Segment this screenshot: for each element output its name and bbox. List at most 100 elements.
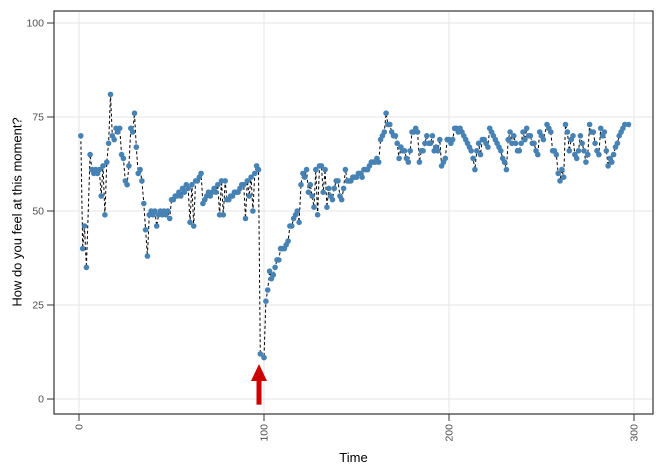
data-point bbox=[153, 223, 160, 229]
x-axis-title: Time bbox=[339, 450, 368, 465]
data-point bbox=[540, 136, 547, 143]
data-point bbox=[407, 148, 414, 154]
data-point bbox=[329, 196, 336, 203]
data-point bbox=[535, 151, 541, 158]
data-point bbox=[592, 140, 598, 147]
data-point bbox=[518, 140, 524, 147]
data-point bbox=[244, 178, 251, 184]
data-point bbox=[610, 151, 617, 158]
data-point bbox=[470, 155, 476, 162]
data-point bbox=[566, 148, 573, 154]
data-point bbox=[324, 204, 330, 210]
data-point bbox=[531, 140, 537, 147]
y-tick-label: 100 bbox=[26, 18, 44, 30]
y-tick-label: 50 bbox=[32, 206, 44, 218]
data-point bbox=[311, 204, 317, 210]
data-point bbox=[309, 193, 315, 199]
data-point bbox=[320, 189, 327, 195]
data-point bbox=[581, 148, 587, 154]
arrow-stem bbox=[256, 379, 262, 405]
data-point bbox=[468, 148, 475, 154]
data-point bbox=[387, 121, 393, 128]
data-point bbox=[144, 253, 151, 259]
data-point bbox=[255, 166, 262, 173]
data-point bbox=[215, 181, 221, 188]
data-point bbox=[314, 212, 321, 218]
data-point bbox=[442, 155, 449, 162]
data-point bbox=[590, 129, 597, 135]
data-point bbox=[78, 133, 84, 139]
data-point bbox=[557, 178, 563, 184]
data-point bbox=[96, 166, 103, 173]
data-point bbox=[338, 196, 345, 203]
data-point bbox=[564, 129, 571, 135]
data-point bbox=[248, 174, 254, 180]
data-point bbox=[579, 140, 585, 147]
data-point bbox=[429, 133, 436, 139]
data-point bbox=[475, 140, 482, 147]
y-tick-label: 75 bbox=[32, 112, 44, 124]
data-point bbox=[102, 212, 108, 218]
data-point bbox=[116, 125, 123, 132]
data-point bbox=[187, 219, 193, 226]
panel-background bbox=[54, 11, 653, 414]
data-point bbox=[394, 140, 401, 147]
data-point bbox=[603, 148, 610, 154]
data-point bbox=[416, 159, 423, 165]
x-tick-label: 100 bbox=[259, 424, 271, 442]
data-point bbox=[198, 170, 204, 177]
data-point bbox=[189, 181, 195, 188]
data-point bbox=[252, 170, 258, 177]
data-point bbox=[472, 166, 478, 173]
data-point bbox=[305, 189, 312, 195]
data-point bbox=[340, 185, 347, 192]
data-point bbox=[246, 193, 252, 199]
data-point bbox=[213, 189, 219, 195]
data-point bbox=[577, 133, 584, 139]
data-point bbox=[585, 151, 591, 158]
data-point bbox=[512, 140, 519, 147]
data-point bbox=[165, 208, 171, 214]
data-point bbox=[560, 174, 567, 180]
data-point bbox=[503, 166, 510, 173]
data-point bbox=[326, 185, 332, 192]
y-tick-label: 25 bbox=[32, 300, 44, 312]
data-point bbox=[392, 133, 399, 139]
data-point bbox=[527, 133, 534, 139]
data-point bbox=[181, 189, 188, 195]
data-point bbox=[507, 129, 513, 135]
data-point bbox=[597, 125, 604, 132]
data-point bbox=[570, 133, 576, 139]
data-point bbox=[474, 148, 480, 154]
data-point bbox=[83, 264, 90, 271]
data-point bbox=[405, 159, 412, 165]
data-point bbox=[261, 354, 267, 361]
data-point bbox=[596, 151, 602, 158]
arrow-head bbox=[251, 364, 268, 382]
data-point bbox=[133, 144, 140, 150]
data-point bbox=[318, 163, 325, 169]
data-point bbox=[250, 208, 256, 214]
data-point bbox=[511, 133, 517, 139]
data-point bbox=[303, 166, 310, 173]
data-point bbox=[383, 110, 389, 116]
data-point bbox=[625, 121, 632, 128]
annotation-arrow bbox=[251, 364, 268, 405]
data-point bbox=[477, 151, 484, 158]
data-point bbox=[573, 155, 580, 162]
data-point bbox=[553, 151, 560, 158]
data-point bbox=[609, 159, 615, 165]
data-point bbox=[485, 144, 491, 150]
data-point bbox=[548, 129, 554, 135]
data-point bbox=[296, 219, 302, 226]
data-point bbox=[294, 208, 301, 214]
data-point bbox=[498, 148, 504, 154]
data-point bbox=[555, 170, 561, 177]
data-point bbox=[139, 178, 145, 184]
data-point bbox=[79, 245, 86, 252]
data-point bbox=[449, 136, 456, 143]
data-point bbox=[359, 174, 365, 180]
data-point bbox=[424, 133, 430, 139]
data-point bbox=[520, 129, 526, 135]
